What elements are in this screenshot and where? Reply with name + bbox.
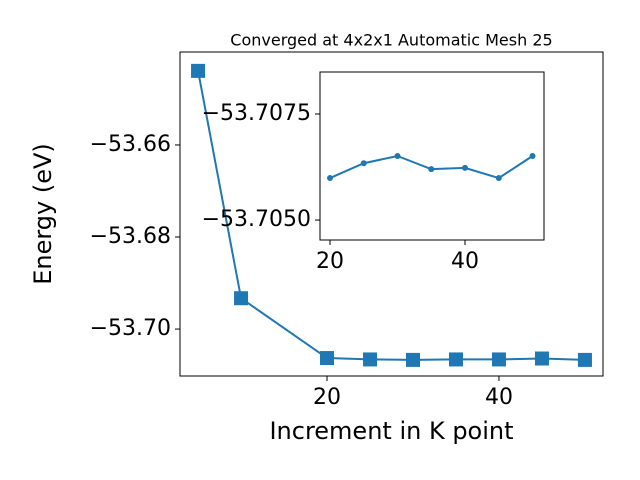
point <box>394 153 401 159</box>
point <box>363 352 378 367</box>
point <box>360 160 367 167</box>
x-axis-label: Increment in K point <box>269 417 513 445</box>
y-tick-label: −53.66 <box>90 132 171 157</box>
point <box>495 175 502 182</box>
y-tick-label: −53.68 <box>90 224 171 249</box>
x-tick-label: 40 <box>451 249 479 274</box>
x-tick-label: 20 <box>313 385 341 410</box>
point <box>191 63 206 78</box>
point <box>534 351 549 366</box>
point <box>234 291 249 306</box>
point <box>326 175 333 182</box>
y-tick-label: −53.7075 <box>202 101 311 126</box>
plot-area <box>320 72 544 240</box>
y-axis-label: Energy (eV) <box>29 143 57 285</box>
y-tick-label: −53.70 <box>90 316 171 341</box>
x-tick-label: 20 <box>316 249 344 274</box>
point <box>405 352 420 367</box>
point <box>428 166 435 173</box>
point <box>448 352 463 367</box>
y-tick-label: −53.7050 <box>202 207 311 232</box>
chart-title: Converged at 4x2x1 Automatic Mesh 25 <box>230 31 552 50</box>
axes-frame <box>179 51 604 377</box>
axes-frame <box>319 71 545 241</box>
point <box>462 164 469 171</box>
point <box>320 351 335 366</box>
point <box>577 352 592 367</box>
point <box>491 352 506 367</box>
point <box>529 153 536 159</box>
x-tick-label: 40 <box>485 385 513 410</box>
